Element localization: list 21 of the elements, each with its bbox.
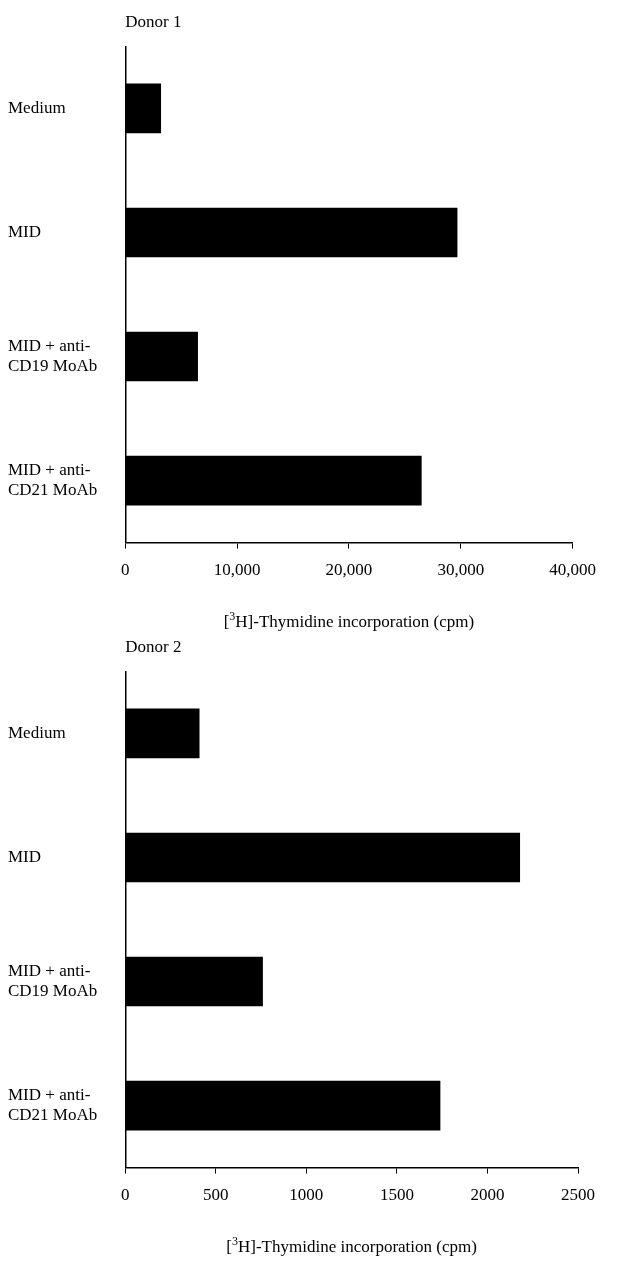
x-tick-label: 40,000 <box>549 560 596 580</box>
x-tick-label: 30,000 <box>437 560 485 580</box>
y-tick-label: MID <box>8 846 42 866</box>
y-tick-label: Medium <box>8 97 66 117</box>
chart-title: Donor 2 <box>125 636 182 656</box>
x-tick-label: 2500 <box>561 1185 595 1205</box>
x-tick-label: 1000 <box>289 1185 324 1205</box>
x-tick-label: 20,000 <box>325 560 373 580</box>
y-tick-label: MID + anti-CD19 MoAb <box>8 960 98 1001</box>
y-tick-label: MID + anti-CD21 MoAb <box>8 459 98 500</box>
y-tick-label: Medium <box>8 722 66 742</box>
x-tick-label: 500 <box>203 1185 229 1205</box>
y-tick-label: MID + anti-CD21 MoAb <box>8 1084 98 1125</box>
chart-title: Donor 1 <box>125 11 182 31</box>
x-tick-label: 0 <box>121 560 130 580</box>
x-tick-label: 2000 <box>470 1185 505 1205</box>
x-tick-label: 1500 <box>379 1185 414 1205</box>
x-tick-label: 10,000 <box>213 560 261 580</box>
y-tick-label: MID + anti-CD19 MoAb <box>8 335 98 376</box>
y-tick-label: MID <box>8 221 42 241</box>
x-tick-label: 0 <box>121 1185 130 1205</box>
